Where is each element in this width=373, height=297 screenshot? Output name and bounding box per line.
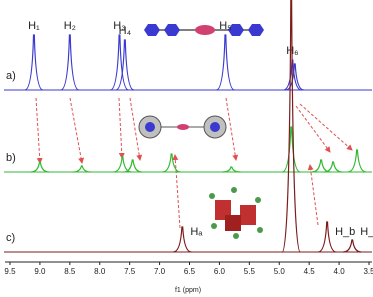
x-tick-label: 5.0	[274, 267, 286, 276]
series-name: c)	[6, 232, 15, 244]
molecule-b	[138, 115, 227, 139]
peak	[123, 159, 142, 173]
x-tick-label: 7.5	[124, 267, 136, 276]
peak	[347, 149, 367, 173]
x-axis-label: f1 (ppm)	[175, 287, 201, 294]
peak	[216, 34, 235, 91]
peak	[24, 34, 44, 91]
peak	[72, 165, 91, 173]
x-tick-label: 9.5	[4, 267, 16, 276]
peak-label: H_b	[335, 226, 355, 238]
x-tick-label: 5.5	[244, 267, 256, 276]
peak-label: H₄	[119, 25, 132, 37]
molecule-c	[209, 187, 263, 239]
peak	[30, 161, 49, 173]
x-tick-label: 8.0	[94, 267, 106, 276]
arrows	[35, 97, 353, 229]
peak	[317, 221, 337, 253]
x-tick-label: 4.5	[304, 267, 316, 276]
peak	[324, 161, 343, 173]
peak	[281, 0, 301, 253]
molecule-a	[144, 24, 264, 36]
peak-label: Hₐ	[190, 226, 203, 238]
peak-label: H_c	[360, 226, 373, 238]
peak	[282, 126, 301, 173]
peak-label: H₅	[219, 20, 231, 32]
peak-label: H₃	[113, 20, 125, 32]
peak-label: H₁	[28, 20, 40, 32]
x-tick-label: 3.5	[363, 267, 373, 276]
peak	[115, 39, 135, 91]
peak	[312, 159, 331, 173]
series-name: a)	[6, 70, 16, 82]
series-name: b)	[6, 152, 16, 164]
x-tick-label: 7.0	[154, 267, 166, 276]
peak	[173, 226, 192, 253]
peak	[343, 239, 362, 253]
peak-label: H₂	[64, 20, 76, 32]
x-tick-label: 8.5	[64, 267, 76, 276]
peak	[60, 34, 80, 91]
peak	[162, 153, 181, 173]
x-tick-label: 9.0	[34, 267, 46, 276]
x-tick-label: 6.0	[214, 267, 226, 276]
peak	[110, 34, 129, 91]
x-tick-label: 6.5	[184, 267, 196, 276]
x-tick-label: 4.0	[334, 267, 346, 276]
peak	[222, 166, 241, 173]
